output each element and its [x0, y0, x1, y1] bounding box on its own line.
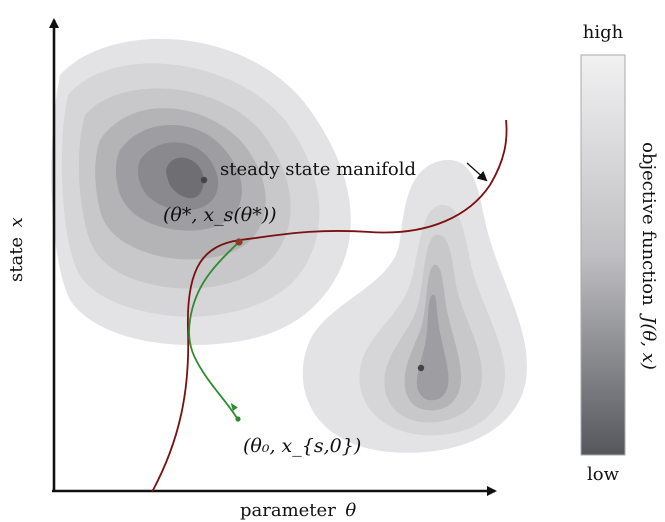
right-basin-minimum-point	[417, 364, 425, 372]
colorbar-high-label: high	[583, 22, 624, 43]
colorbar-title: objective function J(θ, x)	[638, 142, 659, 370]
y-axis-label: state x	[6, 217, 27, 282]
colorbar-low-label: low	[587, 464, 620, 485]
start-point-label: (θ₀, x_{s,0})	[243, 435, 361, 457]
x-axis-label: parameter θ	[240, 500, 356, 521]
trajectory-arrowhead	[230, 402, 238, 411]
optimization-trajectory	[188, 241, 240, 419]
colorbar: high low objective function J(θ, x)	[580, 22, 659, 485]
axes	[49, 18, 497, 496]
manifold-label-pointer	[466, 162, 488, 182]
contour-level-7	[166, 157, 204, 199]
left-basin-contours	[51, 38, 351, 345]
start-point-marker	[235, 416, 241, 422]
left-basin-minimum-point	[200, 176, 208, 184]
contour-level-5	[416, 294, 449, 401]
colorbar-gradient	[580, 54, 626, 456]
manifold-label: steady state manifold	[220, 159, 416, 180]
right-basin-contours	[302, 159, 527, 453]
optimum-point-label: (θ*, x_s(θ*))	[163, 204, 277, 226]
manifold-optimum-point	[235, 238, 243, 246]
steady-state-manifold-curve	[151, 119, 508, 493]
